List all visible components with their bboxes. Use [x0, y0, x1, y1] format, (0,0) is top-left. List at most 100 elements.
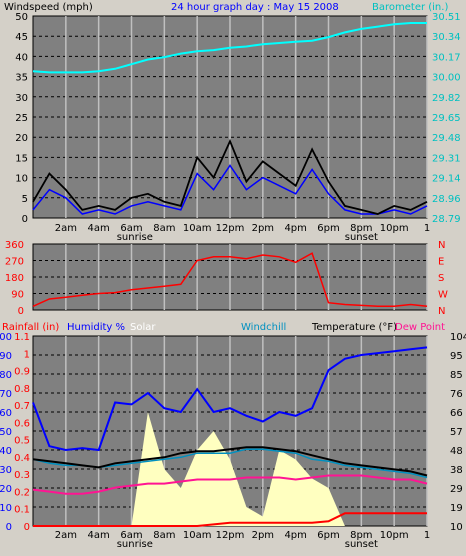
- temperature-tick: 29: [450, 484, 463, 495]
- direction-tick-right: W: [438, 290, 448, 301]
- direction-tick-left: 90: [11, 290, 24, 301]
- direction-tick-left: 360: [5, 240, 24, 251]
- y-tick-left: 45: [15, 32, 28, 43]
- humidity-tick: 60: [0, 408, 12, 419]
- direction-tick-left: 180: [5, 273, 24, 284]
- x-tick-label: 2pm: [252, 530, 274, 541]
- x-tick-label: 6pm: [317, 530, 339, 541]
- x-tick-label: 10am: [183, 530, 212, 541]
- rain-tick: 0.6: [14, 418, 30, 429]
- y-tick-left: 10: [15, 174, 28, 185]
- temperature-tick: 76: [450, 389, 463, 400]
- y-tick-right: 29.31: [432, 153, 461, 164]
- temperature-tick: 10: [450, 522, 463, 533]
- direction-tick-right: E: [438, 257, 444, 268]
- y-tick-right: 30.00: [432, 73, 461, 84]
- y-tick-right: 30.34: [432, 32, 461, 43]
- x-tick-label: 10am: [183, 223, 212, 234]
- rain-tick: 0.2: [14, 487, 30, 498]
- x-tick-label: 6am: [120, 223, 142, 234]
- x-tick-label: 2pm: [252, 223, 274, 234]
- direction-tick-left: 270: [5, 257, 24, 268]
- humidity-tick: 80: [0, 370, 12, 381]
- rain-tick: 0.8: [14, 384, 30, 395]
- wind-baro-panel: 0 5 10 15 20 25 30 35 40 45 50 28.79 28.96 29.14 29.31…: [15, 12, 460, 243]
- graph-title: 24 hour graph day : May 15 2008: [171, 2, 339, 13]
- temperature-tick: 38: [450, 465, 463, 476]
- temperature-tick: 95: [450, 351, 463, 362]
- x-tick-label: 12pm: [216, 223, 245, 234]
- rain-tick: 0.9: [14, 367, 30, 378]
- sunrise-label: sunrise: [117, 539, 153, 550]
- sunrise-label: sunrise: [117, 232, 153, 243]
- temperature-tick: 66: [450, 408, 463, 419]
- x-tick-label: 1: [424, 223, 430, 234]
- temperature-tick: 104: [450, 332, 466, 343]
- x-tick-label: 8am: [153, 530, 175, 541]
- x-tick-label: 8pm: [350, 223, 372, 234]
- temperature-tick: 19: [450, 503, 463, 514]
- y-tick-left: 40: [15, 52, 28, 63]
- rainfall-legend: Rainfall (in): [2, 322, 59, 333]
- direction-tick-right: N: [438, 306, 445, 317]
- humidity-legend: Humidity %: [67, 322, 125, 333]
- rain-tick: 0.1: [14, 505, 30, 516]
- temp-humidity-panel: 010203040506070809010000.10.20.30.40.50.…: [0, 332, 466, 550]
- y-tick-left: 35: [15, 73, 28, 84]
- y-tick-right: 29.48: [432, 133, 461, 144]
- rain-tick: 0: [24, 522, 30, 533]
- x-tick-label: 10pm: [380, 223, 409, 234]
- temperature-tick: 48: [450, 446, 463, 457]
- y-tick-right: 30.51: [432, 12, 461, 23]
- solar-area: [33, 412, 427, 526]
- humidity-tick: 10: [0, 503, 12, 514]
- windspeed-axis-label: Windspeed (mph): [4, 2, 93, 13]
- y-tick-right: 29.65: [432, 113, 461, 124]
- rain-tick: 0.5: [14, 436, 30, 447]
- y-tick-left: 5: [22, 194, 28, 205]
- sunset-label: sunset: [345, 232, 378, 243]
- x-tick-label: 12pm: [216, 530, 245, 541]
- humidity-tick: 30: [0, 465, 12, 476]
- solar-legend: Solar: [130, 322, 156, 333]
- humidity-tick: 0: [6, 522, 12, 533]
- x-tick-label: 6am: [120, 530, 142, 541]
- x-tick-label: 4am: [88, 223, 110, 234]
- x-tick-label: 2am: [55, 223, 77, 234]
- y-tick-right: 28.79: [432, 214, 461, 225]
- rain-tick: 1: [24, 349, 30, 360]
- y-tick-left: 50: [15, 12, 28, 23]
- rain-tick: 0.7: [14, 401, 30, 412]
- x-tick-label: 4pm: [284, 223, 306, 234]
- x-tick-label: 8pm: [350, 530, 372, 541]
- x-tick-label: 2am: [55, 530, 77, 541]
- rain-tick: 0.4: [14, 453, 30, 464]
- y-tick-left: 30: [15, 93, 28, 104]
- direction-tick-right: S: [438, 273, 444, 284]
- dewpoint-legend: Dew Point: [395, 322, 445, 333]
- windchill-legend: Windchill: [241, 322, 286, 333]
- x-tick-label: 10pm: [380, 530, 409, 541]
- y-tick-left: 20: [15, 133, 28, 144]
- humidity-tick: 50: [0, 427, 12, 438]
- temperature-tick: 85: [450, 370, 463, 381]
- y-tick-right: 30.17: [432, 52, 461, 63]
- y-tick-right: 29.14: [432, 174, 461, 185]
- temperature-tick: 57: [450, 427, 463, 438]
- x-tick-label: 8am: [153, 223, 175, 234]
- x-tick-label: 1: [424, 530, 430, 541]
- rain-tick: 1.1: [14, 332, 30, 343]
- humidity-tick: 100: [0, 332, 12, 343]
- y-tick-left: 25: [15, 113, 28, 124]
- x-tick-label: 6pm: [317, 223, 339, 234]
- barometer-axis-label: Barometer (in.): [372, 2, 448, 13]
- y-tick-left: 15: [15, 153, 28, 164]
- rain-tick: 0.3: [14, 470, 30, 481]
- x-tick-label: 4am: [88, 530, 110, 541]
- direction-tick-right: N: [438, 240, 445, 251]
- x-tick-label: 4pm: [284, 530, 306, 541]
- y-tick-right: 29.82: [432, 93, 461, 104]
- sunset-label: sunset: [345, 539, 378, 550]
